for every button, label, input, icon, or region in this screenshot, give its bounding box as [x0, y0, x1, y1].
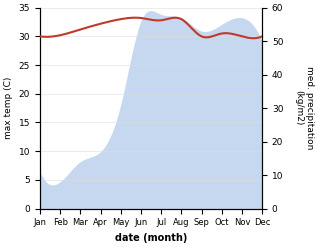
Y-axis label: max temp (C): max temp (C): [4, 77, 13, 139]
X-axis label: date (month): date (month): [115, 233, 187, 243]
Y-axis label: med. precipitation
(kg/m2): med. precipitation (kg/m2): [294, 66, 314, 150]
